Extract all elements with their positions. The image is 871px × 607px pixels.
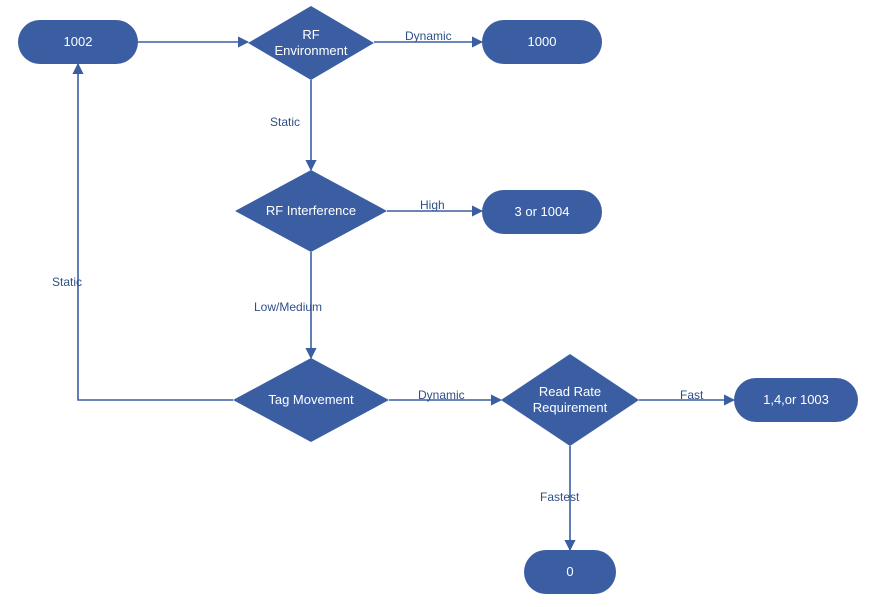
edge-label: Dynamic	[405, 29, 452, 43]
node-label: 1000	[528, 34, 557, 50]
node-label: 0	[566, 564, 573, 580]
node-label: RF Interference	[260, 203, 362, 219]
decision-node-d_readrate: Read RateRequirement	[501, 354, 639, 446]
node-label: 1,4,or 1003	[763, 392, 829, 408]
edge-label: Dynamic	[418, 388, 465, 402]
node-label: RFEnvironment	[269, 27, 354, 58]
edges-layer	[0, 0, 871, 607]
terminal-node-t1000: 1000	[482, 20, 602, 64]
terminal-node-t0: 0	[524, 550, 616, 594]
node-label: 1002	[64, 34, 93, 50]
decision-node-d_rfint: RF Interference	[235, 170, 387, 252]
node-label: Tag Movement	[262, 392, 359, 408]
edge-label: Static	[52, 275, 82, 289]
decision-node-d_rfenv: RFEnvironment	[248, 6, 374, 80]
decision-node-d_tagmv: Tag Movement	[233, 358, 389, 442]
node-label: 3 or 1004	[515, 204, 570, 220]
terminal-node-t14_1003: 1,4,or 1003	[734, 378, 858, 422]
edge-label: Low/Medium	[254, 300, 322, 314]
flowchart-canvas: Dynamic Static High Low/Medium Dynamic Static…	[0, 0, 871, 607]
node-label: Read RateRequirement	[527, 384, 613, 415]
edge	[78, 64, 233, 400]
terminal-node-t1002: 1002	[18, 20, 138, 64]
edge-label: Fastest	[540, 490, 579, 504]
edge-label: Static	[270, 115, 300, 129]
edge-label: Fast	[680, 388, 703, 402]
edge-label: High	[420, 198, 445, 212]
terminal-node-t3_1004: 3 or 1004	[482, 190, 602, 234]
